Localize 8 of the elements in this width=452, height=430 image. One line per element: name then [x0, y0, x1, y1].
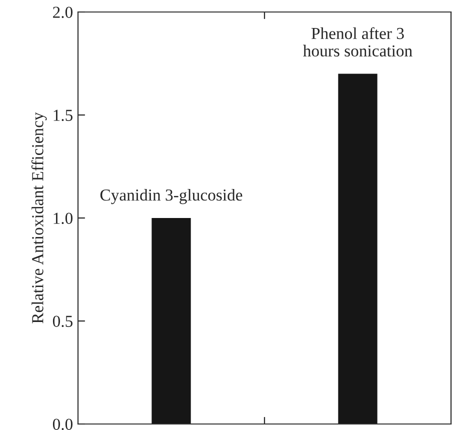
y-tick-label: 2.0	[53, 6, 73, 18]
y-tick-label: 1.5	[54, 110, 72, 122]
y-axis-title: Relative Antioxidant Efficiency	[31, 112, 47, 324]
y-tick-label: 0.5	[52, 316, 72, 328]
y-tick-label: 0.0	[52, 418, 73, 430]
x-tick-label: Phenol after 3 hours sonication	[303, 27, 412, 57]
x-tick-label: Cyanidin 3-glucoside	[100, 188, 242, 204]
y-tick-label: 1.0	[54, 212, 73, 224]
